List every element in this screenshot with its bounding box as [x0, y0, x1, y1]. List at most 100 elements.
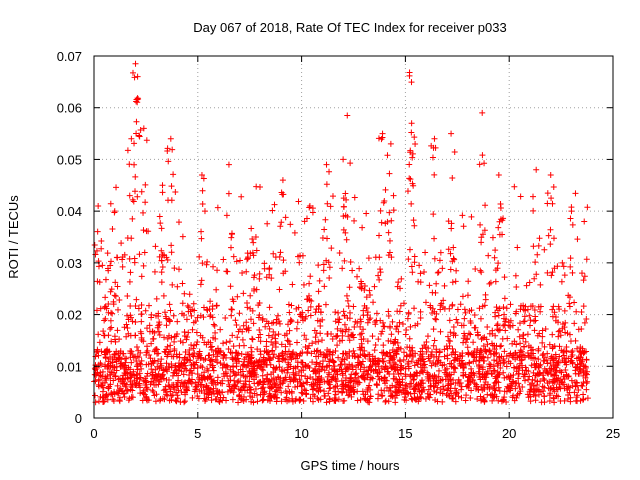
roti-point	[557, 332, 564, 339]
roti-point	[440, 386, 447, 393]
roti-point	[203, 341, 210, 348]
roti-point	[317, 387, 324, 394]
roti-point	[540, 375, 547, 382]
roti-point	[276, 378, 283, 385]
roti-point	[460, 322, 467, 329]
roti-point	[555, 328, 562, 335]
roti-point	[214, 374, 221, 381]
roti-point	[484, 381, 491, 388]
roti-point	[279, 380, 286, 387]
roti-point	[152, 366, 159, 373]
roti-point	[569, 360, 576, 367]
roti-point	[245, 358, 252, 365]
roti-point	[547, 241, 554, 248]
roti-point	[526, 373, 533, 380]
roti-point	[501, 359, 508, 366]
roti-point	[361, 352, 368, 359]
roti-point	[303, 379, 310, 386]
roti-point	[147, 381, 154, 388]
roti-point	[181, 365, 188, 372]
roti-point	[345, 392, 352, 399]
roti-point	[581, 319, 588, 326]
roti-point	[479, 303, 486, 310]
roti-point	[334, 342, 341, 349]
roti-point	[569, 221, 576, 228]
roti-point	[524, 331, 531, 338]
roti-point	[526, 391, 533, 398]
roti-point	[385, 368, 392, 375]
roti-point	[214, 204, 221, 211]
roti-point	[453, 316, 460, 323]
roti-point	[447, 376, 454, 383]
roti-point	[153, 346, 160, 353]
roti-point	[190, 345, 197, 352]
roti-point	[441, 353, 448, 360]
roti-point	[328, 330, 335, 337]
roti-point	[487, 361, 494, 368]
x-tick-label: 5	[194, 426, 201, 441]
roti-point	[360, 326, 367, 333]
roti-point	[108, 258, 115, 265]
roti-point	[419, 351, 426, 358]
roti-point	[439, 362, 446, 369]
roti-point	[97, 305, 104, 312]
roti-point	[440, 304, 447, 311]
roti-point	[319, 363, 326, 370]
roti-point	[434, 358, 441, 365]
roti-point	[121, 362, 128, 369]
roti-point	[440, 297, 447, 304]
roti-point	[261, 260, 268, 267]
roti-point	[165, 363, 172, 370]
roti-point	[482, 373, 489, 380]
roti-point	[354, 319, 361, 326]
roti-point	[574, 392, 581, 399]
roti-point	[523, 367, 530, 374]
roti-point	[446, 317, 453, 324]
roti-point	[175, 266, 182, 273]
roti-point	[171, 265, 178, 272]
roti-point	[519, 351, 526, 358]
roti-point	[561, 272, 568, 279]
roti-point	[505, 358, 512, 365]
roti-point	[348, 384, 355, 391]
roti-point	[272, 382, 279, 389]
roti-point	[487, 279, 494, 286]
roti-point	[517, 347, 524, 354]
roti-point	[418, 368, 425, 375]
roti-point	[270, 354, 277, 361]
roti-point	[255, 302, 262, 309]
roti-point	[578, 382, 585, 389]
roti-point	[578, 308, 585, 315]
roti-point	[298, 389, 305, 396]
roti-point	[534, 370, 541, 377]
roti-point	[427, 391, 434, 398]
roti-point	[455, 376, 462, 383]
roti-point	[551, 265, 558, 272]
roti-point	[289, 281, 296, 288]
roti-point	[525, 353, 532, 360]
roti-point	[399, 386, 406, 393]
roti-point	[102, 354, 109, 361]
roti-point	[148, 311, 155, 318]
roti-point	[135, 347, 142, 354]
roti-point	[372, 342, 379, 349]
roti-point	[160, 366, 167, 373]
roti-point	[112, 373, 119, 380]
roti-point	[481, 357, 488, 364]
roti-point	[126, 395, 133, 402]
roti-point	[424, 390, 431, 397]
roti-point	[387, 140, 394, 147]
roti-point	[205, 367, 212, 374]
roti-point	[167, 307, 174, 314]
roti-point	[225, 161, 232, 168]
roti-point	[495, 312, 502, 319]
roti-point	[535, 242, 542, 249]
roti-point	[556, 306, 563, 313]
roti-point	[537, 361, 544, 368]
roti-point	[330, 359, 337, 366]
roti-point	[326, 362, 333, 369]
roti-point	[371, 283, 378, 290]
roti-point	[358, 330, 365, 337]
roti-point	[417, 393, 424, 400]
roti-point	[140, 262, 147, 269]
